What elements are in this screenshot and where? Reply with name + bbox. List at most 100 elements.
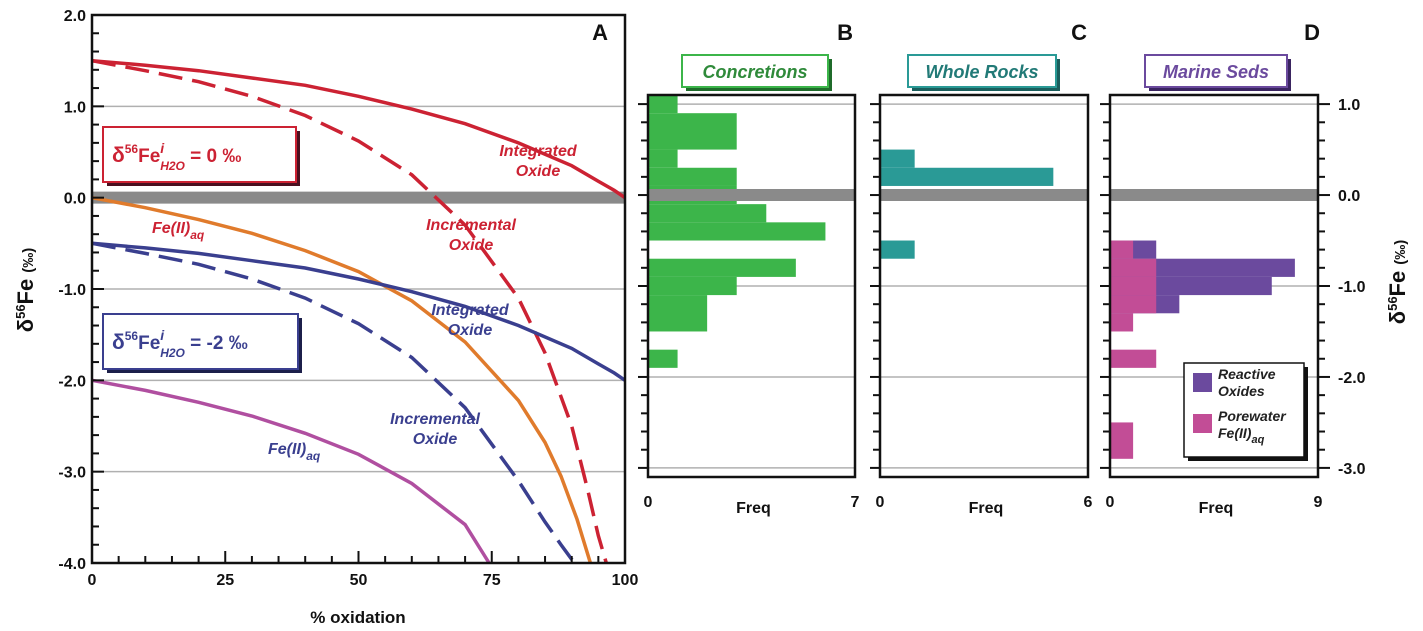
panel-a-curves <box>91 58 626 565</box>
title-marine-seds: Marine Seds <box>1163 62 1269 82</box>
equation-box-lower-frame <box>102 313 299 370</box>
bar-whole-rocks <box>880 149 915 168</box>
bar-porewater-fe-ii-aq <box>1110 258 1157 277</box>
x-tick-label: 9 <box>1314 494 1323 511</box>
panel-letter-b: B <box>837 20 853 45</box>
x-tick-label: 6 <box>1084 494 1093 511</box>
series-integrated-oxide-h2o-neg2 <box>91 241 626 382</box>
x-axis-title-freq: Freq <box>736 500 771 517</box>
x-tick-label: 0 <box>88 572 97 589</box>
ylabel-unit: (‰) <box>20 248 37 273</box>
x-tick-label: 0 <box>644 494 653 511</box>
y-tick-label-right: -2.0 <box>1338 370 1366 387</box>
title-box-marine-seds-frame <box>1144 54 1288 88</box>
label-integrated-oxide-2-line2: Oxide <box>448 322 493 339</box>
series-fe-ii-aq-h2o-neg2 <box>91 378 491 564</box>
bar-concretions <box>648 95 678 114</box>
panel-letter-a: A <box>592 20 608 45</box>
x-tick-label: 7 <box>851 494 860 511</box>
y-tick-label-right: 0.0 <box>1338 188 1360 205</box>
bar-porewater-fe-ii-aq <box>1110 313 1134 332</box>
bar-concretions <box>648 349 678 368</box>
series-integrated-oxide-h2o-0 <box>91 58 626 200</box>
bar-concretions <box>648 113 737 150</box>
bar-concretions <box>648 167 737 186</box>
x-tick-label: 100 <box>612 572 639 589</box>
y-tick-label-right: 1.0 <box>1338 97 1360 114</box>
label-integrated-oxide-0-line1: Integrated <box>499 143 578 160</box>
panel-a: 0 25 50 75 100 2.0 1.0 0.0 -1.0 -2.0 -3.0 -4.0 A δ5… <box>13 8 638 627</box>
y-tick-label: 2.0 <box>64 8 86 25</box>
bar-concretions <box>648 149 678 168</box>
d-ylabel-unit: (‰) <box>1392 240 1409 265</box>
equation-lower: δ56Fei H2O = -2 ‰ <box>112 327 248 360</box>
panel-d-y-axis-title: δ56Fe (‰) <box>1385 240 1410 325</box>
label-integrated-oxide-0-line2: Oxide <box>516 163 561 180</box>
legend-d: Reactive Oxides Porewater Fe(II)aq <box>1183 362 1308 461</box>
equation-box-upper-frame <box>102 126 297 183</box>
y-tick-label: 0.0 <box>64 191 86 208</box>
panel-b: 0 7 Freq <box>638 93 860 517</box>
equation-box-lower: δ56Fei H2O = -2 ‰ <box>102 313 302 373</box>
x-axis-title-freq: Freq <box>969 500 1004 517</box>
label-feii-2: Fe(II)aq <box>268 441 321 463</box>
d-ylabel-delta: δ <box>1385 311 1410 324</box>
bar-concretions <box>648 276 737 296</box>
x-tick-label: 25 <box>216 572 234 589</box>
title-box-marine-seds: Marine Seds <box>1144 54 1291 91</box>
panel-a-ticks <box>91 14 626 564</box>
title-box-concretions: Concretions <box>681 54 832 91</box>
series-fe-ii-aq-h2o-0 <box>91 195 593 564</box>
y-tick-label: -3.0 <box>58 465 86 482</box>
x-axis-title-freq: Freq <box>1199 500 1234 517</box>
y-tick-label: -1.0 <box>58 282 86 299</box>
ylabel-sup: 56 <box>13 304 28 318</box>
label-feii-0: Fe(II)aq <box>152 220 205 242</box>
panel-a-tick-labels: 0 25 50 75 100 2.0 1.0 0.0 -1.0 -2.0 -3.0 -4.0 <box>58 8 638 589</box>
y-tick-label-right: -3.0 <box>1338 461 1366 478</box>
series-incremental-oxide-h2o-neg2 <box>91 241 576 565</box>
bar-porewater-fe-ii-aq <box>1110 422 1134 459</box>
bar-concretions <box>648 222 826 241</box>
panel-letter-c: C <box>1071 20 1087 45</box>
panel-letter-d: D <box>1304 20 1320 45</box>
legend-swatch-porewater <box>1193 414 1212 433</box>
ylabel-fe: Fe <box>13 279 38 305</box>
equation-upper: δ56Fei H2O = 0 ‰ <box>112 140 241 173</box>
x-tick-label: 0 <box>1106 494 1115 511</box>
panel-a-y-axis-title: δ56Fe (‰) <box>13 248 38 333</box>
label-incremental-oxide-2-line1: Incremental <box>390 411 480 428</box>
title-box-concretions-frame <box>681 54 829 88</box>
x-tick-label: 50 <box>350 572 368 589</box>
title-box-whole-rocks-frame <box>907 54 1057 88</box>
y-tick-label: -4.0 <box>58 556 86 573</box>
series-incremental-oxide-h2o-0 <box>91 58 608 564</box>
svg-text:δ56Fe(‰): δ56Fe (‰) <box>1385 240 1410 325</box>
x-tick-label: 75 <box>483 572 501 589</box>
label-incremental-oxide-0-line2: Oxide <box>449 237 494 254</box>
x-tick-label: 0 <box>876 494 885 511</box>
equation-box-upper: δ56Fei H2O = 0 ‰ <box>102 126 300 186</box>
d-ylabel-fe: Fe <box>1385 271 1410 297</box>
d-ylabel-sup: 56 <box>1385 296 1400 310</box>
y-tick-label-right: -1.0 <box>1338 279 1366 296</box>
label-incremental-oxide-2-line2: Oxide <box>413 431 458 448</box>
label-integrated-oxide-2-line1: Integrated <box>431 302 510 319</box>
bar-porewater-fe-ii-aq <box>1110 240 1134 259</box>
title-whole-rocks: Whole Rocks <box>925 62 1038 82</box>
legend-label-reactive-1: Reactive <box>1218 366 1276 382</box>
title-box-whole-rocks: Whole Rocks <box>907 54 1060 91</box>
bar-porewater-fe-ii-aq <box>1110 295 1157 314</box>
legend-label-reactive-2: Oxides <box>1218 383 1265 399</box>
panel-a-x-axis-title: % oxidation <box>310 608 405 627</box>
bar-porewater-fe-ii-aq <box>1110 349 1157 368</box>
bar-whole-rocks <box>880 240 915 259</box>
title-concretions: Concretions <box>702 62 807 82</box>
svg-text:δ56Fe(‰): δ56Fe (‰) <box>13 248 38 333</box>
legend-label-porewater-1: Porewater <box>1218 408 1287 424</box>
ylabel-delta: δ <box>13 319 38 332</box>
bar-whole-rocks <box>880 167 1054 186</box>
bar-concretions <box>648 258 796 277</box>
panel-a-gridlines <box>92 105 625 473</box>
